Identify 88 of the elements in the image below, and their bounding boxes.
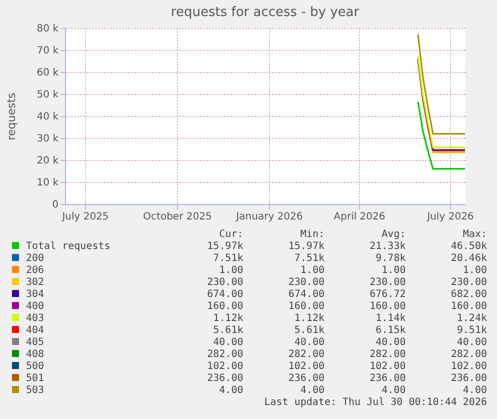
y-axis-title: requests	[4, 92, 18, 140]
text: 40.00	[456, 337, 487, 349]
text: 282.00	[368, 349, 406, 361]
text: 102.00	[287, 361, 324, 373]
text: 15.97k	[287, 241, 324, 253]
text: 282.00	[450, 349, 487, 361]
text: 40.00	[293, 337, 324, 349]
text: 1.12k	[212, 313, 244, 325]
text: 7.51k	[293, 253, 324, 265]
text: 1.24k	[456, 313, 487, 325]
text: 674.00	[206, 289, 244, 301]
legend-label: 404	[25, 325, 46, 337]
legend-label: 501	[25, 373, 46, 385]
legend-label: 304	[25, 289, 46, 301]
line-series	[417, 34, 465, 135]
text: 236.00	[206, 373, 244, 385]
chart-title: requests for access - by year	[170, 5, 360, 20]
legend-label: 206	[25, 265, 46, 277]
text: 1.12k	[293, 313, 324, 325]
text: Cur:	[218, 229, 244, 241]
text: 230.00	[368, 277, 406, 289]
text: 674.00	[287, 289, 324, 301]
y-tick-label: 60 k	[36, 68, 59, 78]
legend-label: 408	[25, 349, 46, 361]
text: Avg:	[380, 229, 406, 241]
text: 1.00	[218, 265, 244, 277]
text: 4.00	[380, 385, 406, 397]
text: 1.14k	[374, 313, 406, 325]
legend-label: 503	[25, 385, 46, 397]
legend-label: 400	[25, 301, 46, 313]
text: 160.00	[368, 301, 406, 313]
x-tick-label: July 2026	[426, 212, 474, 222]
text: 230.00	[450, 277, 487, 289]
text: 236.00	[450, 373, 487, 385]
legend-label: 200	[25, 253, 46, 265]
text: 160.00	[450, 301, 487, 313]
text: Min:	[299, 229, 324, 241]
text: 15.97k	[206, 241, 244, 253]
y-tick-label: 30 k	[36, 134, 59, 144]
text: 1.00	[380, 265, 406, 277]
text: 20.46k	[450, 253, 487, 265]
x-tick-label: January 2026	[235, 212, 303, 222]
x-tick-label: April 2026	[334, 212, 386, 222]
y-tick-label: 10 k	[36, 178, 59, 188]
text: 1.00	[299, 265, 324, 277]
text: 236.00	[368, 373, 406, 385]
legend-label: 405	[25, 337, 46, 349]
y-tick-label: 80 k	[36, 24, 59, 34]
line-series	[417, 100, 465, 170]
text: 40.00	[212, 337, 244, 349]
x-tick-label: July 2025	[61, 212, 109, 222]
text: 5.61k	[212, 325, 244, 337]
y-tick-label: 40 k	[36, 112, 59, 122]
y-tick-label: 0	[52, 200, 58, 210]
text: 21.33k	[368, 241, 406, 253]
y-tick-label: 50 k	[36, 90, 59, 100]
text: 4.00	[462, 385, 487, 397]
text: 4.00	[299, 385, 324, 397]
text: 40.00	[374, 337, 406, 349]
text: 102.00	[368, 361, 406, 373]
text: 102.00	[450, 361, 487, 373]
text: 282.00	[206, 349, 244, 361]
text: 160.00	[206, 301, 244, 313]
text: 6.15k	[374, 325, 406, 337]
text: 230.00	[206, 277, 244, 289]
text: 46.50k	[450, 241, 487, 253]
text: 230.00	[287, 277, 324, 289]
text: 5.61k	[293, 325, 324, 337]
text: Last update: Thu Jul 30 00:10:44 2026	[263, 397, 487, 408]
text: 1.00	[462, 265, 487, 277]
text: 282.00	[287, 349, 324, 361]
text: 9.51k	[456, 325, 487, 337]
text: 102.00	[206, 361, 244, 373]
text: 7.51k	[212, 253, 244, 265]
legend-label: 403	[25, 313, 46, 325]
legend-label: Total requests	[25, 241, 112, 253]
legend-label: 302	[25, 277, 46, 289]
x-tick-label: October 2025	[143, 212, 212, 222]
y-tick-label: 20 k	[36, 156, 59, 166]
legend-label: 500	[25, 361, 46, 373]
text: Max:	[462, 229, 487, 241]
text: 160.00	[287, 301, 324, 313]
text: 682.00	[450, 289, 487, 301]
text: 236.00	[287, 373, 324, 385]
text: 4.00	[218, 385, 244, 397]
text: 676.72	[368, 289, 406, 301]
y-tick-label: 70 k	[36, 46, 59, 56]
text: 9.78k	[374, 253, 406, 265]
